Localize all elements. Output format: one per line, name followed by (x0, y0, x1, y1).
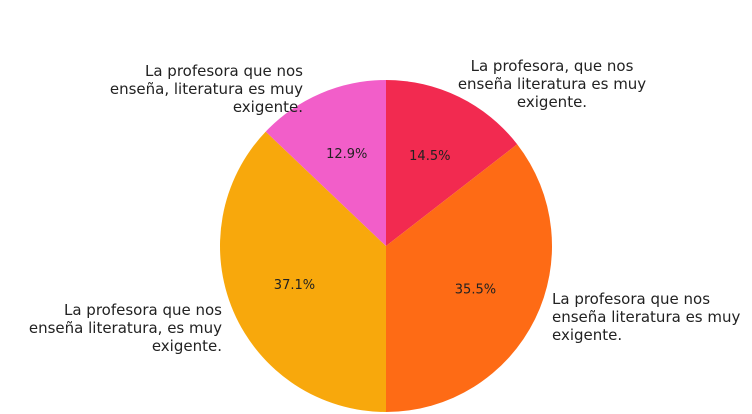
slice-label: La profesora que nos enseña, literatura … (109, 62, 303, 116)
value-label: 35.5% (455, 282, 496, 297)
slice-label: La profesora, que nos enseña literatura … (457, 57, 647, 111)
slice-label: La profesora que nos enseña literatura e… (552, 290, 741, 344)
pie-slice (265, 80, 386, 246)
pie-slice (386, 144, 552, 412)
slice-label: La profesora que nos enseña literatura, … (28, 301, 222, 355)
value-label: 12.9% (326, 147, 367, 162)
value-label: 37.1% (274, 278, 315, 293)
pie-slice (386, 80, 518, 246)
pie-slice (219, 131, 386, 412)
value-label: 14.5% (409, 149, 450, 164)
